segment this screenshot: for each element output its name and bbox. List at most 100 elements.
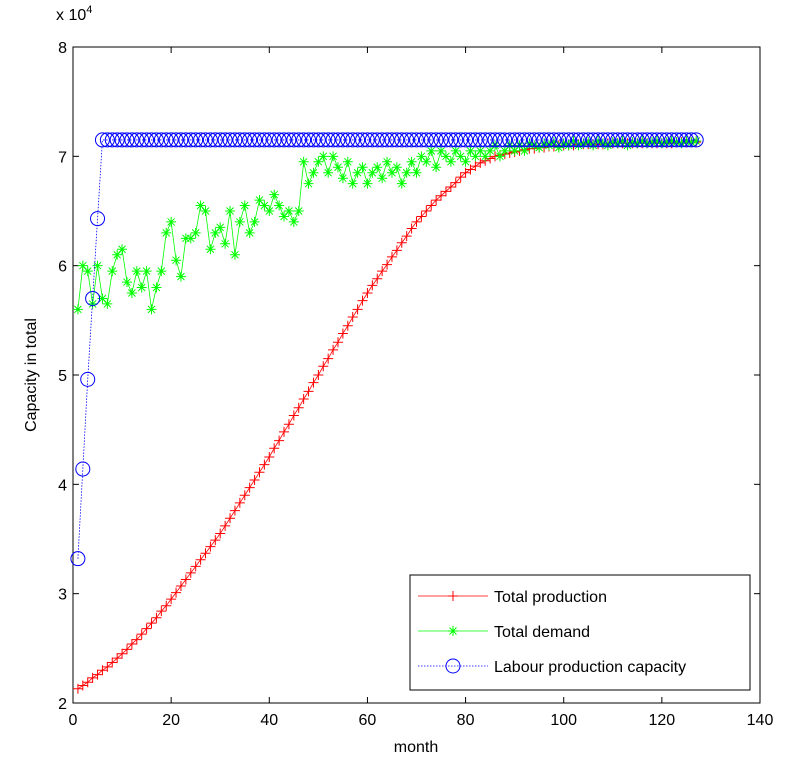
x-tick-label: 60: [359, 712, 377, 729]
marker-circle: [620, 132, 636, 148]
marker-plus: [131, 634, 142, 645]
marker-plus: [205, 541, 216, 552]
marker-star: [126, 288, 137, 298]
marker-circle: [148, 132, 164, 148]
marker-circle: [546, 132, 562, 148]
marker-star: [681, 136, 692, 147]
marker-star: [131, 266, 142, 277]
marker-star: [583, 137, 594, 148]
marker-plus: [180, 574, 191, 585]
marker-star: [161, 227, 172, 238]
marker-circle: [129, 132, 145, 148]
marker-circle: [551, 132, 567, 148]
marker-star: [607, 137, 618, 148]
marker-circle: [193, 132, 209, 148]
marker-circle: [207, 132, 223, 148]
y-tick-label: 4: [58, 477, 67, 494]
marker-plus: [269, 443, 280, 454]
marker-star: [220, 238, 231, 249]
marker-plus: [298, 394, 309, 405]
marker-circle: [492, 132, 508, 148]
marker-circle: [531, 132, 547, 148]
marker-star: [328, 151, 339, 162]
marker-star: [485, 145, 496, 156]
marker-circle: [512, 132, 528, 148]
y-tick-label: 7: [58, 149, 67, 166]
marker-star: [279, 211, 290, 222]
marker-plus: [225, 513, 236, 524]
marker-star: [647, 137, 658, 148]
marker-circle: [566, 132, 582, 148]
marker-plus: [274, 435, 285, 446]
marker-circle: [109, 132, 125, 148]
marker-star: [436, 145, 447, 156]
marker-star: [249, 216, 260, 227]
marker-circle: [629, 132, 645, 148]
y-multiplier: x 104: [56, 4, 92, 24]
marker-circle: [502, 132, 518, 148]
marker-circle: [237, 132, 253, 148]
marker-star: [72, 304, 83, 315]
marker-star: [298, 156, 309, 167]
marker-circle: [418, 132, 434, 148]
marker-star: [377, 173, 388, 184]
marker-plus: [239, 490, 250, 501]
marker-plus: [141, 623, 152, 634]
marker-circle: [70, 551, 86, 567]
marker-plus: [362, 288, 373, 298]
marker-circle: [644, 132, 660, 148]
marker-star: [421, 156, 432, 167]
marker-star: [205, 244, 216, 255]
marker-star: [632, 138, 643, 149]
marker-plus: [391, 245, 402, 256]
marker-plus: [200, 548, 211, 559]
marker-star: [656, 138, 667, 149]
marker-circle: [521, 132, 537, 148]
marker-circle: [409, 132, 424, 148]
marker-circle: [561, 132, 577, 148]
marker-star: [382, 156, 393, 167]
marker-circle: [443, 132, 459, 148]
marker-plus: [249, 474, 260, 485]
marker-plus: [475, 157, 486, 168]
x-tick-label: 0: [69, 712, 78, 729]
marker-circle: [124, 132, 140, 148]
marker-circle: [445, 658, 461, 674]
marker-circle: [669, 132, 685, 148]
y-tick-label: 5: [58, 368, 67, 385]
marker-circle: [649, 132, 665, 148]
x-axis-label: month: [394, 739, 438, 756]
marker-star: [440, 151, 451, 162]
marker-circle: [168, 132, 184, 148]
marker-plus: [175, 581, 186, 592]
marker-plus: [382, 259, 393, 270]
marker-circle: [119, 132, 135, 148]
y-tick-label: 2: [58, 696, 67, 713]
marker-circle: [359, 132, 375, 148]
marker-circle: [453, 132, 469, 148]
marker-plus: [166, 594, 177, 605]
marker-plus: [401, 231, 412, 242]
marker-circle: [497, 132, 513, 148]
marker-plus: [347, 312, 358, 323]
marker-star: [661, 137, 672, 148]
marker-circle: [404, 132, 420, 148]
marker-circle: [330, 132, 346, 148]
marker-star: [411, 167, 422, 178]
marker-circle: [202, 132, 218, 148]
x-tick-label: 80: [457, 712, 475, 729]
marker-circle: [227, 132, 243, 148]
marker-circle: [271, 132, 287, 148]
marker-star: [612, 138, 623, 149]
marker-circle: [428, 132, 444, 148]
marker-plus: [107, 657, 118, 668]
marker-plus: [396, 237, 407, 248]
marker-circle: [85, 290, 101, 306]
marker-plus: [411, 216, 422, 227]
marker-plus: [372, 273, 383, 284]
marker-circle: [683, 132, 699, 148]
marker-circle: [212, 132, 228, 148]
marker-plus: [426, 200, 437, 211]
marker-star: [171, 255, 182, 266]
marker-circle: [315, 132, 331, 148]
